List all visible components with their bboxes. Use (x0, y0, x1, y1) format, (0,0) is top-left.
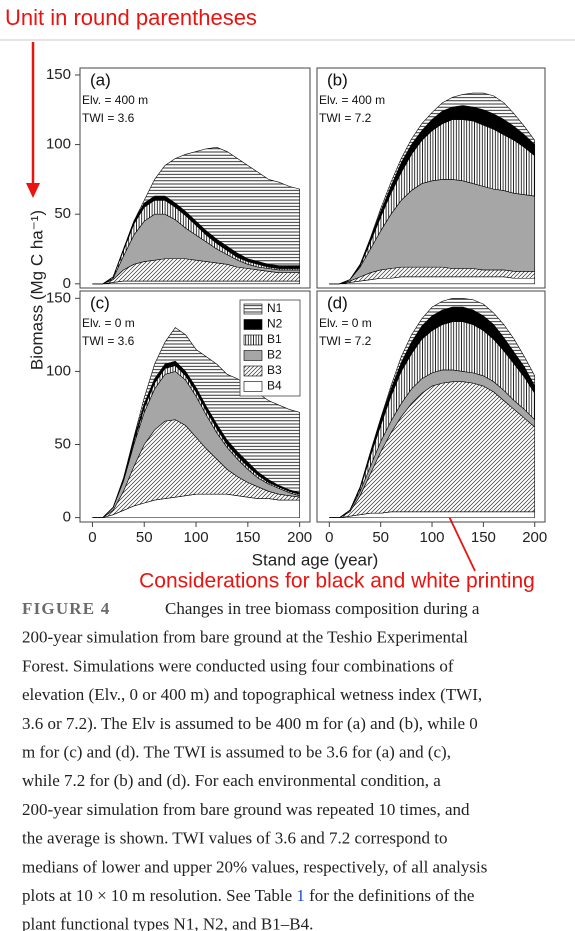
caption-line: Forest. Simulations were conducted using… (22, 656, 454, 675)
caption-text: for the definitions of the (305, 886, 475, 905)
arrow-line (444, 507, 476, 572)
x-tick-label: 200 (287, 529, 312, 546)
panel-label: (b) (327, 70, 348, 89)
caption-line: m for (c) and (d). The TWI is assumed to… (22, 742, 451, 761)
legend-swatch (243, 350, 263, 361)
area-series (329, 298, 536, 518)
legend-box (239, 299, 301, 397)
x-tick-label: 0 (88, 529, 96, 546)
caption-text: 200-year simulation from bare ground was… (22, 800, 470, 819)
panel-annotation: Elv. = 0 m (82, 316, 135, 330)
x-tick-label: 50 (136, 529, 153, 546)
legend-label: B4 (267, 379, 282, 393)
panels: (a) Elv. = 400 m TWI = 3.6 0 50 100 150 (b) Elv.… (46, 66, 547, 546)
panel-frame (79, 67, 311, 289)
legend-swatch (243, 365, 263, 377)
caption-text: Forest. Simulations were conducted using… (22, 656, 454, 675)
x-tick-label: 50 (372, 529, 389, 546)
panel-annotation: TWI = 7.2 (319, 111, 372, 125)
caption-line: 200-year simulation from bare ground was… (22, 800, 470, 819)
caption-text: the average is shown. TWI values of 3.6 … (22, 829, 448, 848)
caption-text: 200-year simulation from bare ground at … (22, 628, 468, 647)
area-series (92, 147, 300, 285)
y-tick-label: 0 (63, 509, 71, 526)
panel-frame (79, 290, 311, 523)
caption-label: FIGURE 4 (22, 599, 110, 618)
legend-swatch (243, 334, 263, 346)
caption-link[interactable]: 1 (296, 886, 305, 905)
y-tick-label: 0 (63, 275, 71, 292)
caption-text: 3.6 or 7.2). The Elv is assumed to be 40… (22, 714, 478, 733)
y-tick-label: 100 (46, 136, 71, 153)
caption-line: 3.6 or 7.2). The Elv is assumed to be 40… (22, 714, 478, 733)
arrow-head (26, 183, 40, 198)
legend-label: N1 (267, 301, 283, 315)
panel-label: (c) (90, 293, 110, 312)
legend-swatch (243, 319, 263, 330)
caption-text: while 7.2 for (b) and (d). For each envi… (22, 771, 441, 790)
y-tick-label: 50 (54, 435, 71, 452)
x-tick-label: 100 (184, 529, 209, 546)
x-tick-label: 100 (420, 529, 445, 546)
legend-label: N2 (267, 317, 283, 331)
caption-text: elevation (Elv., 0 or 400 m) and topogra… (22, 685, 482, 704)
caption-line: 200-year simulation from bare ground at … (22, 628, 468, 647)
legend-label: B2 (267, 348, 282, 362)
caption-line: plant functional types N1, N2, and B1–B4… (22, 915, 313, 931)
x-axis-label: Stand age (year) (252, 550, 379, 569)
caption-line: Changes in tree biomass composition duri… (165, 599, 480, 618)
caption: Changes in tree biomass composition duri… (22, 599, 487, 931)
caption-text: m for (c) and (d). The TWI is assumed to… (22, 742, 451, 761)
caption-text: medians of lower and upper 20% values, r… (22, 857, 487, 876)
panel-annotation: Elv. = 400 m (319, 93, 385, 107)
y-tick-label: 150 (46, 66, 71, 83)
panel-label: (a) (90, 70, 111, 89)
x-tick-label: 150 (471, 529, 496, 546)
panel-annotation: TWI = 7.2 (319, 334, 372, 348)
x-tick-label: 200 (522, 529, 547, 546)
area-series (92, 327, 300, 518)
caption-text: Changes in tree biomass composition duri… (165, 599, 480, 618)
panel-frame (316, 67, 546, 289)
caption-line: elevation (Elv., 0 or 400 m) and topogra… (22, 685, 482, 704)
panel-annotation: TWI = 3.6 (82, 334, 135, 348)
caption-text: plots at 10 × 10 m resolution. See Table (22, 886, 296, 905)
caption-line: plots at 10 × 10 m resolution. See Table… (22, 886, 474, 905)
area-series (329, 92, 536, 285)
x-tick-label: 150 (235, 529, 260, 546)
caption-line: while 7.2 for (b) and (d). For each envi… (22, 771, 441, 790)
y-tick-label: 100 (46, 362, 71, 379)
panel-label: (d) (327, 293, 348, 312)
x-tick-label: 0 (325, 529, 333, 546)
area-series (92, 280, 300, 285)
caption-line: medians of lower and upper 20% values, r… (22, 857, 487, 876)
note-top: Unit in round parentheses (5, 5, 257, 30)
caption-text: plant functional types N1, N2, and B1–B4… (22, 915, 313, 931)
panel-frame (316, 290, 546, 523)
legend-label: B3 (267, 363, 282, 377)
panel-annotation: TWI = 3.6 (82, 111, 135, 125)
y-axis-label: Biomass (Mg C ha⁻¹) (27, 210, 46, 370)
y-tick-label: 150 (46, 289, 71, 306)
legend-label: B1 (267, 332, 282, 346)
note-bottom: Considerations for black and white print… (139, 570, 535, 593)
legend-swatch (243, 381, 263, 392)
y-tick-label: 50 (54, 205, 71, 222)
caption-line: the average is shown. TWI values of 3.6 … (22, 829, 448, 848)
panel-annotation: Elv. = 400 m (82, 93, 148, 107)
legend-swatch (243, 303, 263, 315)
panel-annotation: Elv. = 0 m (319, 316, 372, 330)
